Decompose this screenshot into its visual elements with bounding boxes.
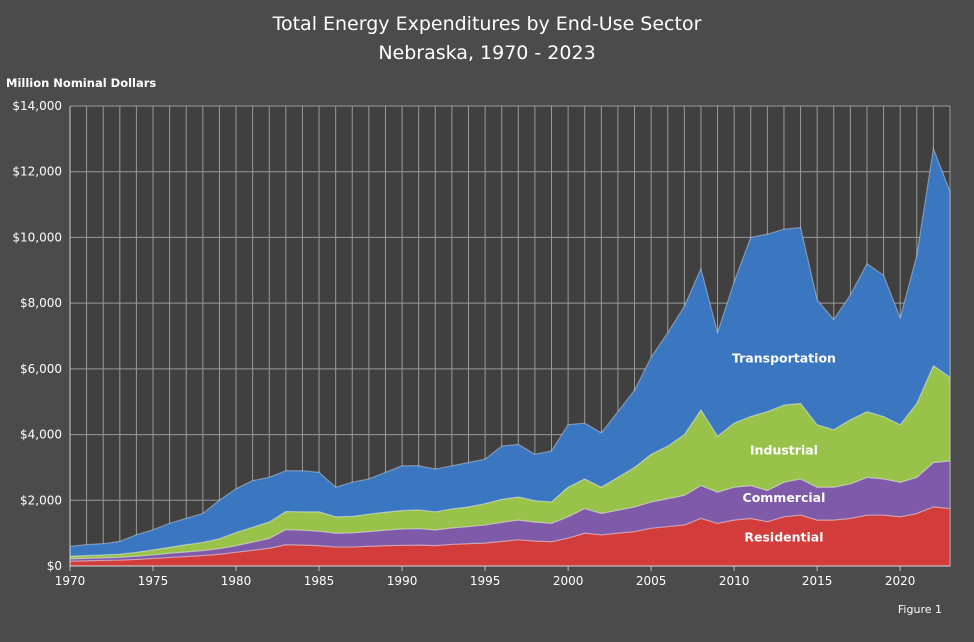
area-industrial	[69, 364, 951, 560]
x-tick-label: 2015	[802, 574, 833, 588]
y-tick-label: $8,000	[20, 296, 62, 310]
x-tick-label: 2005	[636, 574, 667, 588]
x-tick-label: 1970	[55, 574, 86, 588]
y-tick-label: $10,000	[12, 230, 62, 244]
x-tick-label: 2010	[719, 574, 750, 588]
y-tick-label: $14,000	[12, 99, 62, 113]
y-tick-label: $12,000	[12, 165, 62, 179]
y-tick-label: $0	[47, 559, 62, 573]
series-label-industrial: Industrial	[750, 442, 818, 457]
series-label-residential: Residential	[744, 529, 823, 544]
x-tick-label: 1975	[138, 574, 169, 588]
chart-title: Total Energy Expenditures by End-Use Sec…	[272, 13, 702, 35]
x-tick-label: 2000	[553, 574, 584, 588]
y-tick-label: $2,000	[20, 493, 62, 507]
x-tick-label: 1985	[304, 574, 335, 588]
area-commercial	[69, 460, 951, 562]
series-label-transportation: Transportation	[732, 350, 836, 365]
y-axis-label: Million Nominal Dollars	[6, 76, 157, 90]
area-transportation	[69, 146, 951, 557]
x-tick-label: 2020	[885, 574, 916, 588]
x-tick-label: 1995	[470, 574, 501, 588]
y-tick-label: $4,000	[20, 428, 62, 442]
series-label-commercial: Commercial	[743, 490, 826, 505]
figure-label: Figure 1	[897, 603, 942, 616]
x-tick-label: 1980	[221, 574, 252, 588]
x-tick-label: 1990	[387, 574, 418, 588]
chart-subtitle: Nebraska, 1970 - 2023	[378, 42, 596, 64]
y-tick-label: $6,000	[20, 362, 62, 376]
